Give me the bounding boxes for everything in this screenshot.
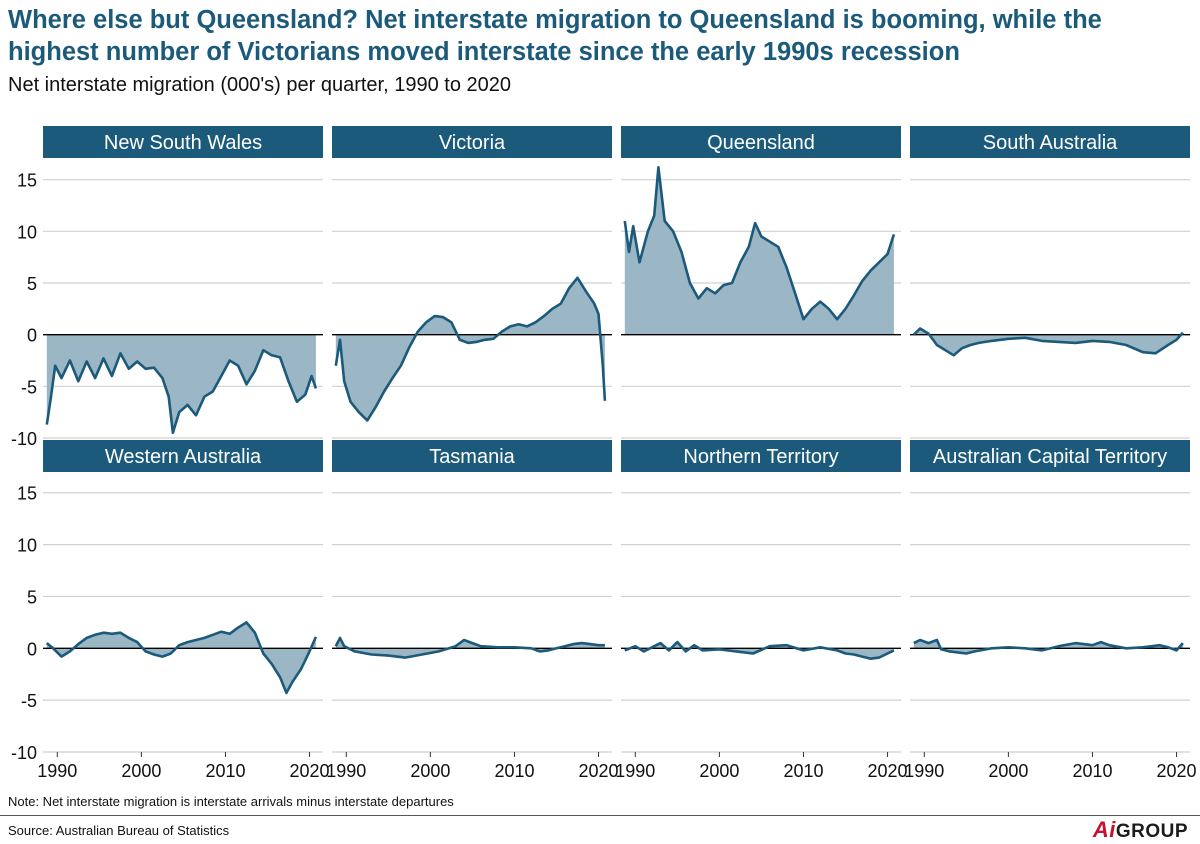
series-area <box>46 622 316 693</box>
faceted-area-chart: New South Wales 15 10 5 0 -5 -10 Victoria Queens… <box>11 126 1197 781</box>
facet-strip <box>621 440 901 472</box>
facet-strip <box>332 440 612 472</box>
aigroup-logo: AiGROUP <box>1092 817 1188 842</box>
footer-divider <box>0 815 1200 816</box>
x-tick-label: 2020 <box>579 761 619 781</box>
y-tick-label: -5 <box>21 377 37 397</box>
series-line <box>45 348 318 435</box>
y-tick-label: 5 <box>27 587 37 607</box>
facet-strip <box>910 126 1190 158</box>
y-tick-label: -5 <box>21 691 37 711</box>
facet-panel: Queensland <box>621 126 901 439</box>
facet-strip <box>43 126 323 158</box>
chart-title: Where else but Queensland? Net interstat… <box>8 6 1102 66</box>
source-text: Source: Australian Bureau of Statistics <box>8 823 230 838</box>
facet-panel: Tasmania 1990 2000 2010 2020 <box>326 440 619 781</box>
facet-panel: Northern Territory 1990 2000 2010 2020 <box>615 440 908 781</box>
series-area <box>624 167 894 335</box>
facet-label: Victoria <box>439 132 506 154</box>
series-line <box>45 621 318 695</box>
y-tick-label: -10 <box>11 743 37 763</box>
facet-label: Northern Territory <box>683 446 838 468</box>
facet-label: New South Wales <box>104 132 262 154</box>
footnote: Note: Net interstate migration is inters… <box>8 794 454 809</box>
facet-label: Australian Capital Territory <box>933 446 1167 468</box>
y-tick-label: 5 <box>27 274 37 294</box>
y-tick-label: 10 <box>17 222 37 242</box>
facet-label: Tasmania <box>429 446 515 468</box>
facet-panel: New South Wales 15 10 5 0 -5 -10 <box>11 126 323 449</box>
facet-strip <box>43 440 323 472</box>
x-tick-label: 1990 <box>37 761 77 781</box>
facet-panel: Australian Capital Territory 1990 2000 2010… <box>904 440 1197 781</box>
x-tick-label: 2000 <box>410 761 450 781</box>
chart-subtitle: Net interstate migration (000's) per qua… <box>8 74 511 96</box>
y-tick-label: 15 <box>17 171 37 191</box>
series-area <box>335 277 605 421</box>
y-tick-label: 10 <box>17 536 37 556</box>
x-tick-label: 2020 <box>290 761 330 781</box>
series-line <box>334 636 605 659</box>
x-tick-label: 2010 <box>494 761 534 781</box>
x-tick-label: 2020 <box>868 761 908 781</box>
series-line <box>624 640 895 660</box>
series-line <box>623 166 896 321</box>
x-tick-label: 2000 <box>988 761 1028 781</box>
y-tick-label: 15 <box>17 484 37 504</box>
x-tick-label: 1990 <box>615 761 655 781</box>
series-line <box>912 327 1184 357</box>
facet-label: Western Australia <box>105 446 262 468</box>
facet-strip <box>910 440 1190 472</box>
y-tick-label: -10 <box>11 429 37 449</box>
x-tick-label: 2010 <box>1072 761 1112 781</box>
x-tick-label: 1990 <box>326 761 366 781</box>
series-line <box>334 276 607 422</box>
x-tick-label: 2010 <box>205 761 245 781</box>
facet-label: Queensland <box>707 132 815 154</box>
y-tick-label: 0 <box>27 326 37 346</box>
y-tick-label: 0 <box>27 639 37 659</box>
series-line <box>913 638 1184 655</box>
x-tick-label: 1990 <box>904 761 944 781</box>
facet-strip <box>332 126 612 158</box>
facet-label: South Australia <box>983 132 1118 154</box>
facet-panel: Victoria <box>332 126 612 439</box>
series-area <box>46 334 316 433</box>
x-tick-label: 2000 <box>121 761 161 781</box>
x-tick-label: 2020 <box>1157 761 1197 781</box>
facet-panel: South Australia <box>910 126 1190 439</box>
facet-strip <box>621 126 901 158</box>
x-tick-label: 2010 <box>783 761 823 781</box>
x-tick-label: 2000 <box>699 761 739 781</box>
